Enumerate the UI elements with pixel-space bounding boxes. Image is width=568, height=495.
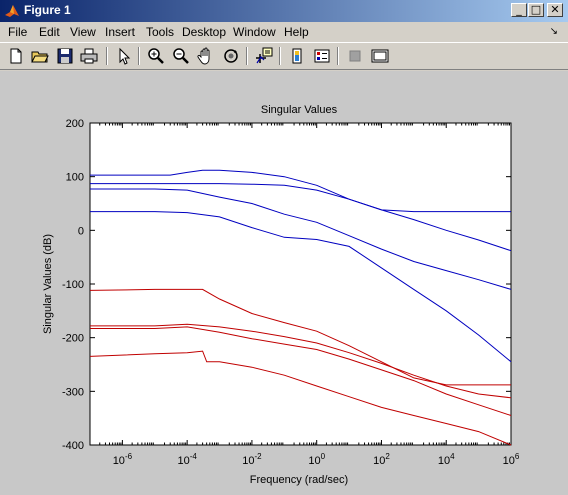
- series-line-4: [90, 211, 512, 363]
- window-title: Figure 1: [24, 3, 71, 17]
- menu-file[interactable]: File: [8, 25, 28, 39]
- minimize-button[interactable]: _: [511, 3, 527, 17]
- new-figure-icon: [10, 48, 22, 64]
- zoom-in-button[interactable]: [146, 46, 166, 66]
- toolbar-separator: [138, 47, 140, 65]
- series-line-1: [90, 169, 511, 213]
- pan-hand-icon: [197, 47, 210, 65]
- insert-colorbar-button[interactable]: [287, 46, 307, 66]
- menu-edit[interactable]: Edit: [39, 25, 60, 39]
- x-tick-base: 10: [113, 455, 125, 467]
- zoom-in-icon: [148, 48, 164, 64]
- show-plot-tools-icon: [371, 49, 389, 63]
- x-tick-base: 10: [373, 455, 385, 467]
- x-tick-label: 10-2: [242, 452, 262, 467]
- edit-plot-button[interactable]: [114, 46, 134, 66]
- y-tick-label: -100: [62, 279, 84, 291]
- y-tick-group: 200 100 0 -100 -200 -300 -400: [62, 118, 511, 452]
- x-tick-label: 106: [503, 452, 520, 467]
- toolbar-separator: [337, 47, 339, 65]
- x-axis-label: Frequency (rad/sec): [250, 474, 348, 486]
- zoom-out-button[interactable]: [171, 46, 191, 66]
- plot-title: Singular Values: [261, 104, 338, 116]
- x-tick-base: 10: [308, 455, 320, 467]
- series-line-6: [90, 323, 512, 399]
- print-button[interactable]: [79, 46, 99, 66]
- hide-plot-tools-icon: [349, 50, 361, 62]
- x-tick-exponent: -2: [254, 452, 262, 461]
- legend-icon: [314, 49, 330, 63]
- insert-legend-button[interactable]: [312, 46, 332, 66]
- y-tick-label: 0: [78, 225, 84, 237]
- series-line-2: [90, 183, 512, 252]
- menu-insert[interactable]: Insert: [105, 25, 136, 39]
- x-tick-label: 102: [373, 452, 390, 467]
- matlab-logo-icon: [5, 5, 19, 17]
- x-tick-base: 10: [242, 455, 254, 467]
- new-figure-button[interactable]: [6, 46, 26, 66]
- open-file-button[interactable]: [30, 46, 50, 66]
- y-tick-label: 100: [66, 172, 84, 184]
- menu-desktop[interactable]: Desktop: [182, 25, 227, 39]
- x-tick-base: 10: [503, 455, 515, 467]
- series-lines: [89, 169, 512, 446]
- menu-view[interactable]: View: [70, 25, 96, 39]
- save-button[interactable]: [55, 46, 75, 66]
- menu-help[interactable]: Help: [284, 25, 309, 39]
- y-axis-label: Singular Values (dB): [42, 234, 54, 334]
- rotate-3d-button[interactable]: [221, 46, 241, 66]
- data-cursor-button[interactable]: [254, 46, 274, 66]
- singular-values-plot[interactable]: Singular Values 10-6 10-4 10-2 100 102 104 106…: [0, 71, 568, 495]
- figure-toolbar: [0, 42, 568, 70]
- maximize-button[interactable]: □: [528, 3, 544, 17]
- hide-plot-tools-button[interactable]: [345, 46, 365, 66]
- y-tick-label: -300: [62, 386, 84, 398]
- rotate-3d-icon: [224, 49, 238, 63]
- pan-button[interactable]: [196, 46, 216, 66]
- toolbar-separator: [246, 47, 248, 65]
- menu-bar: File Edit View Insert Tools Desktop Wind…: [0, 22, 568, 42]
- print-icon: [80, 48, 98, 64]
- y-tick-label: -400: [62, 440, 84, 452]
- pointer-arrow-icon: [119, 47, 131, 65]
- figure-canvas: Singular Values 10-6 10-4 10-2 100 102 104 106…: [0, 71, 568, 495]
- toolbar-separator: [279, 47, 281, 65]
- x-tick-base: 10: [177, 455, 189, 467]
- x-tick-label: 10-4: [177, 452, 197, 467]
- x-tick-label: 10-6: [113, 452, 133, 467]
- zoom-out-icon: [173, 48, 189, 64]
- axes-frame: [89, 122, 512, 446]
- x-tick-exponent: 2: [385, 452, 390, 461]
- x-tick-exponent: -4: [190, 452, 198, 461]
- menu-window[interactable]: Window: [233, 25, 276, 39]
- y-tick-label: -200: [62, 333, 84, 345]
- dock-arrow-icon[interactable]: ↘: [549, 26, 558, 37]
- toolbar-separator: [106, 47, 108, 65]
- colorbar-icon: [292, 48, 302, 64]
- data-cursor-icon: [256, 47, 273, 64]
- x-tick-label: 104: [438, 452, 455, 467]
- y-tick-label: 200: [66, 118, 84, 130]
- x-tick-exponent: 6: [515, 452, 520, 461]
- show-plot-tools-button[interactable]: [370, 46, 390, 66]
- series-line-7: [90, 326, 512, 416]
- title-bar: Figure 1 _ □ ✕: [0, 0, 568, 22]
- open-folder-icon: [31, 51, 49, 63]
- series-line-8: [89, 350, 512, 446]
- save-icon: [57, 48, 73, 64]
- x-tick-exponent: -6: [125, 452, 133, 461]
- x-tick-base: 10: [438, 455, 450, 467]
- menu-tools[interactable]: Tools: [146, 25, 175, 39]
- x-tick-exponent: 0: [321, 452, 326, 461]
- series-line-3: [90, 188, 512, 290]
- x-tick-exponent: 4: [450, 452, 455, 461]
- x-tick-label: 100: [308, 452, 325, 467]
- close-button[interactable]: ✕: [547, 3, 563, 17]
